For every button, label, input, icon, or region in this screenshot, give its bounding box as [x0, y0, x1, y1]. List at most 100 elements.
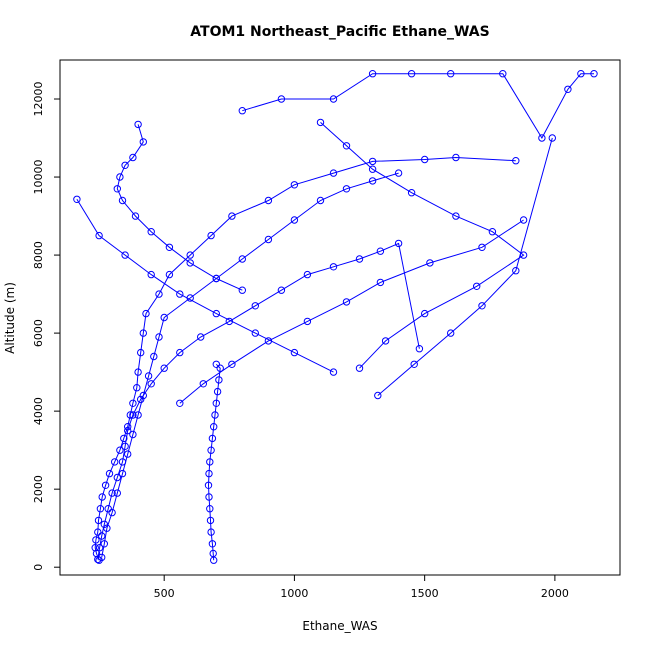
data-point: [103, 524, 111, 532]
data-point: [133, 384, 141, 392]
data-point: [104, 505, 112, 513]
data-point: [228, 360, 236, 368]
data-point: [186, 259, 194, 267]
data-point: [213, 387, 222, 396]
data-point: [355, 364, 364, 372]
data-point: [137, 348, 145, 357]
data-point: [137, 395, 145, 404]
data-point: [111, 458, 119, 466]
data-point: [155, 290, 163, 298]
data-point: [116, 173, 124, 181]
data-point: [126, 411, 135, 419]
data-point: [212, 309, 221, 318]
data-point: [368, 70, 377, 78]
data-point: [129, 411, 137, 419]
series-layer: [73, 70, 598, 564]
data-point: [98, 553, 106, 562]
data-point: [129, 430, 137, 439]
data-point: [206, 516, 215, 525]
y-tick-label: 2000: [32, 475, 45, 503]
data-point: [478, 243, 486, 252]
data-point: [134, 368, 142, 376]
data-point: [407, 189, 416, 197]
data-point: [113, 185, 122, 193]
data-point: [116, 446, 124, 454]
data-point: [129, 399, 137, 407]
data-point: [303, 317, 312, 326]
series-3: [98, 169, 403, 562]
y-tick-label: 4000: [32, 397, 45, 425]
y-tick-label: 6000: [32, 319, 45, 347]
data-point: [121, 442, 129, 450]
data-point: [165, 243, 174, 252]
data-point: [209, 549, 217, 558]
data-point: [216, 364, 224, 372]
data-point: [238, 255, 247, 263]
data-point: [105, 469, 114, 478]
data-point: [95, 231, 103, 240]
data-point: [228, 212, 236, 220]
chart-title: ATOM1 Northeast_Pacific Ethane_WAS: [190, 24, 489, 40]
data-point: [113, 489, 122, 497]
data-point: [499, 70, 507, 78]
data-point: [407, 70, 416, 78]
series-9: [374, 134, 556, 400]
data-point: [206, 458, 214, 466]
data-point: [473, 282, 481, 290]
data-point: [129, 153, 137, 162]
data-point: [176, 290, 184, 298]
data-point: [519, 216, 528, 224]
data-point: [134, 120, 142, 129]
series-7: [316, 118, 528, 372]
data-point: [368, 177, 377, 185]
y-tick-label: 8000: [32, 241, 45, 269]
series-line: [116, 124, 243, 291]
data-point: [381, 337, 390, 345]
data-point: [342, 185, 351, 193]
series-line: [97, 242, 420, 560]
data-point: [452, 153, 460, 162]
data-point: [108, 508, 116, 517]
data-point: [98, 532, 106, 540]
data-point: [447, 70, 455, 78]
data-point: [108, 489, 116, 497]
data-point: [160, 364, 168, 372]
data-point: [176, 399, 184, 407]
series-line: [242, 73, 594, 140]
series-6: [73, 195, 338, 376]
data-point: [394, 169, 403, 177]
data-point: [131, 212, 140, 220]
data-point: [176, 348, 184, 357]
data-point: [101, 481, 110, 489]
series-8: [176, 216, 528, 407]
data-point: [512, 157, 520, 165]
data-point: [303, 270, 312, 279]
data-point: [277, 95, 286, 103]
data-point: [118, 196, 127, 205]
data-point: [144, 372, 153, 380]
data-point: [206, 505, 214, 513]
y-axis: 0 2000 4000 6000 8000 10000 12000: [32, 82, 61, 571]
data-point: [368, 157, 377, 166]
data-point: [197, 333, 205, 341]
y-axis-label: Altitude (m): [3, 282, 17, 354]
x-tick-label: 500: [154, 587, 175, 600]
data-point: [139, 329, 148, 337]
data-point: [410, 360, 418, 368]
data-point: [98, 493, 106, 501]
data-point: [147, 228, 155, 236]
x-tick-label: 2000: [541, 587, 569, 600]
data-point: [264, 235, 273, 244]
data-point: [342, 142, 351, 150]
data-point: [212, 399, 221, 407]
series-line: [320, 122, 525, 369]
data-point: [118, 469, 127, 478]
data-point: [577, 70, 585, 78]
data-point: [368, 165, 377, 173]
data-point: [264, 337, 273, 345]
data-point: [215, 376, 223, 384]
series-line: [377, 137, 553, 396]
data-point: [121, 251, 129, 259]
series-line: [179, 219, 524, 404]
data-point: [94, 516, 103, 525]
